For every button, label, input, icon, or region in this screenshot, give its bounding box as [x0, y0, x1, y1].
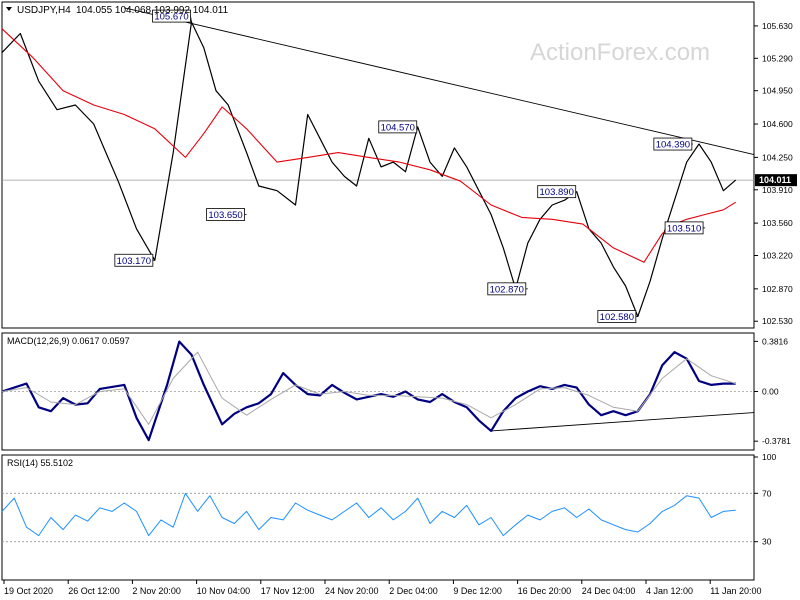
rsi-y-tick-label: 70	[762, 488, 772, 498]
time-tick-label: 24 Nov 20:00	[325, 586, 379, 596]
price-y-tick-label: 102.530	[762, 316, 793, 326]
price-y-axis: 105.630 105.290 104.950 104.600 104.250 103.9…	[754, 21, 793, 326]
rsi-y-axis: 100 70 30	[754, 452, 776, 547]
annotation-label: 102.580	[600, 312, 634, 323]
price-y-tick-label: 103.220	[762, 251, 793, 261]
macd-y-tick-label: 0.00	[762, 387, 779, 397]
ohlc-label: 104.055 104.068 103.992 104.011	[76, 5, 229, 16]
current-price-tag-bg	[755, 174, 797, 187]
price-y-tick-label: 104.250	[762, 152, 793, 162]
rsi-title: RSI(14) 55.5102	[7, 458, 73, 468]
price-trendline	[124, 7, 755, 155]
rsi-plot-area	[1, 492, 754, 543]
annotation-label: 103.890	[540, 187, 574, 198]
price-panel-frame	[1, 1, 755, 329]
rsi-y-tick-label: 30	[762, 537, 772, 547]
price-annotations: 105.670 103.170 103.650 104.570 102.870 103.8…	[114, 9, 706, 323]
annotation-box	[114, 253, 154, 267]
annotation-label: 105.670	[154, 12, 188, 23]
price-y-tick-label: 104.950	[762, 86, 793, 96]
rsi-panel-frame	[1, 454, 755, 581]
annotation-box	[206, 208, 245, 221]
rsi-line	[1, 492, 736, 537]
time-tick-label: 26 Oct 12:00	[68, 586, 120, 596]
current-price-tag-text: 104.011	[759, 175, 791, 185]
macd-title: MACD(12,26,9) 0.0617 0.0597	[7, 336, 130, 346]
price-panel: 105.630 105.290 104.950 104.600 104.250 103.9…	[1, 1, 797, 329]
price-y-tick-label: 103.910	[762, 185, 793, 195]
rsi-panel: 100 70 30 RSI(14) 55.5102	[1, 452, 776, 581]
macd-y-axis: 0.3816 0.00 -0.3781	[754, 336, 791, 446]
macd-plot-area	[1, 340, 755, 442]
price-y-tick-label: 102.870	[762, 284, 793, 294]
annotation-label: 102.870	[490, 284, 524, 295]
annotation-box	[597, 310, 637, 323]
annotation-label: 103.650	[208, 210, 242, 221]
annotation-box	[487, 282, 527, 296]
time-tick-label: 24 Dec 04:00	[582, 586, 636, 596]
annotation-box	[378, 120, 418, 134]
time-tick-label: 19 Oct 2020	[4, 586, 53, 596]
macd-y-tick-label: -0.3781	[762, 436, 791, 446]
time-tick-label: 9 Dec 12:00	[453, 586, 502, 596]
macd-line	[1, 340, 736, 442]
time-tick-label: 2 Nov 20:00	[132, 586, 181, 596]
time-tick-label: 4 Jan 12:00	[646, 586, 693, 596]
dropdown-triangle-icon[interactable]	[6, 7, 12, 11]
macd-signal-line	[1, 351, 736, 425]
annotation-box	[537, 185, 577, 199]
chart-header: USDJPY,H4 104.055 104.068 103.992 104.01…	[6, 5, 229, 16]
rsi-y-tick-label: 100	[762, 452, 776, 462]
watermark: ActionForex.com	[530, 39, 710, 66]
annotation-box	[152, 9, 191, 23]
price-y-tick-label: 104.600	[762, 119, 793, 129]
annotation-label: 104.570	[381, 122, 415, 133]
time-axis: 19 Oct 2020 26 Oct 12:00 2 Nov 20:00 10 Nov…	[3, 580, 762, 596]
annotation-box	[653, 137, 693, 151]
time-tick-label: 16 Dec 20:00	[518, 586, 572, 596]
annotation-box	[664, 221, 704, 235]
price-y-tick-label: 105.630	[762, 21, 793, 31]
time-tick-label: 11 Jan 20:00	[710, 586, 761, 596]
current-price-tag: 104.011	[755, 174, 797, 187]
annotation-label: 104.390	[656, 140, 690, 151]
macd-trendline	[491, 412, 755, 432]
price-y-tick-label: 105.290	[762, 53, 793, 63]
time-tick-label: 10 Nov 04:00	[197, 586, 251, 596]
annotation-label: 103.510	[667, 223, 701, 234]
annotation-label: 103.170	[117, 256, 151, 267]
price-line	[1, 21, 737, 318]
time-tick-label: 17 Nov 12:00	[261, 586, 315, 596]
symbol-label: USDJPY,H4	[17, 5, 71, 16]
time-tick-label: 2 Dec 04:00	[389, 586, 438, 596]
macd-y-tick-label: 0.3816	[762, 336, 788, 346]
macd-panel: 0.3816 0.00 -0.3781 MACD(12,26,9) 0.0617 0…	[1, 332, 791, 451]
price-y-tick-label: 103.560	[762, 218, 793, 228]
